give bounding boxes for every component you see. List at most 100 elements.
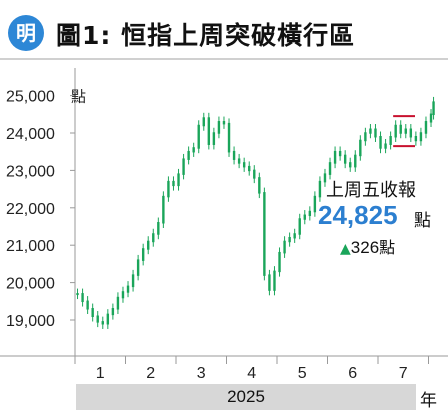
candle-body <box>157 222 160 235</box>
candle-body <box>187 150 190 160</box>
close-value-unit: 點 <box>414 211 431 231</box>
candle-body <box>323 173 327 183</box>
candle-body <box>419 132 423 142</box>
candle-body <box>394 124 397 138</box>
candle-body <box>167 180 170 198</box>
chart-title: 圖1: 恒指上周突破橫行區 <box>56 21 356 50</box>
trading-range-lines <box>393 115 415 148</box>
candle-body <box>76 293 79 296</box>
candle-body <box>333 150 337 164</box>
candle-body <box>404 128 407 134</box>
candle-body <box>111 308 115 316</box>
x-tick-label: 6 <box>348 365 357 382</box>
change-value: 326 <box>350 238 380 257</box>
candle-body <box>162 195 165 224</box>
candle-body <box>177 173 180 187</box>
year-band: 2025 <box>76 384 416 410</box>
candle-body <box>172 180 175 187</box>
candle-body <box>202 117 205 127</box>
candle-body <box>207 117 211 145</box>
candle-body <box>182 158 185 175</box>
x-tick-label: 3 <box>197 365 206 382</box>
candle-body <box>379 135 382 149</box>
candle-body <box>242 162 246 168</box>
candle-body <box>136 259 140 276</box>
candle-body <box>268 274 271 291</box>
candle-body <box>192 147 195 153</box>
candle-body <box>106 313 110 325</box>
candle-body <box>359 139 362 157</box>
candle-body <box>273 270 276 291</box>
candle-body <box>147 240 150 250</box>
mingpao-logo: 明 <box>8 15 44 51</box>
candle-body <box>141 248 145 261</box>
x-tick-label: 4 <box>247 365 256 382</box>
candle-body <box>248 165 251 172</box>
candle-body <box>338 150 342 157</box>
candle-body <box>374 128 377 138</box>
candle-body <box>232 150 236 160</box>
triangle-up-icon: ▲ <box>340 241 351 257</box>
candle-body <box>414 135 418 142</box>
candle-body <box>283 240 286 254</box>
year-label: 2025 <box>227 387 265 406</box>
year-unit: 年 <box>420 391 437 411</box>
x-axis: 1 2 3 4 5 6 7 <box>0 355 448 382</box>
candle-body <box>101 321 104 325</box>
candle-body <box>298 218 301 235</box>
candle-body <box>384 143 387 149</box>
candle-body <box>96 315 99 323</box>
candle-body <box>258 177 261 194</box>
x-tick-label: 1 <box>96 365 105 382</box>
callout-label: 上周五收報 <box>326 180 416 201</box>
close-value: 24,825 <box>318 200 398 230</box>
candle-body <box>212 132 216 145</box>
candle-body <box>303 214 306 220</box>
logo-glyph: 明 <box>16 21 36 45</box>
y-tick-label: 21,000 <box>6 238 55 255</box>
change-unit: 點 <box>379 238 396 257</box>
candle-body <box>313 195 317 213</box>
y-tick-label: 23,000 <box>6 163 55 180</box>
candle-body <box>399 124 402 134</box>
candle-body <box>432 101 435 116</box>
candle-body <box>429 113 433 123</box>
candle-body <box>116 296 120 310</box>
candle-body <box>152 233 155 243</box>
weekly-change: ▲326點 <box>340 234 395 258</box>
candle-body <box>318 180 322 198</box>
candle-body <box>121 291 125 299</box>
candle-body <box>328 162 332 175</box>
candle-body <box>389 135 392 145</box>
candle-series <box>76 96 435 329</box>
x-tick-label: 7 <box>399 365 408 382</box>
candle-body <box>86 300 89 310</box>
candle-body <box>343 154 347 164</box>
candle-body <box>131 274 135 288</box>
candle-body <box>369 128 372 134</box>
y-unit-label: 點 <box>71 88 86 106</box>
y-tick-label: 24,000 <box>6 126 55 143</box>
candle-body <box>217 121 221 134</box>
candle-body <box>349 162 352 168</box>
candle-body <box>197 124 200 149</box>
candle-body <box>237 158 241 164</box>
candle-body <box>278 251 281 273</box>
y-tick-label: 22,000 <box>6 201 55 218</box>
y-tick-label: 20,000 <box>6 276 55 293</box>
candle-body <box>91 308 94 318</box>
candle-body <box>222 121 226 125</box>
y-tick-label: 19,000 <box>6 313 55 330</box>
x-tick-label: 5 <box>298 365 307 382</box>
y-axis: 19,000 20,000 21,000 22,000 23,000 24,000 25,0… <box>6 68 86 356</box>
candle-body <box>293 233 296 239</box>
candle-body <box>354 154 357 168</box>
candle-body <box>364 132 367 142</box>
chart-header: 明 圖1: 恒指上周突破橫行區 <box>0 0 448 58</box>
candle-body <box>263 192 266 276</box>
candle-body <box>126 285 130 293</box>
candle-body <box>424 121 428 134</box>
candle-body <box>253 169 256 179</box>
title-divider <box>0 58 448 60</box>
candle-body <box>81 293 84 303</box>
